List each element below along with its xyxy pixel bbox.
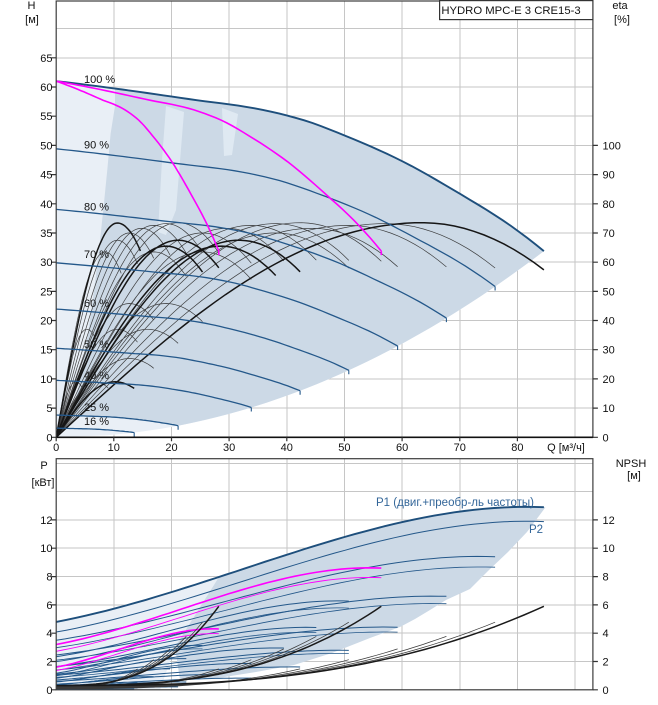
svg-text:2: 2 <box>603 657 609 669</box>
svg-text:50: 50 <box>338 442 350 454</box>
svg-text:80: 80 <box>511 442 523 454</box>
svg-text:[м]: [м] <box>25 14 39 26</box>
svg-text:10: 10 <box>40 374 52 386</box>
svg-text:12: 12 <box>40 515 52 527</box>
svg-text:60: 60 <box>396 442 408 454</box>
svg-text:90: 90 <box>603 170 615 182</box>
svg-text:[кВт]: [кВт] <box>32 477 55 489</box>
svg-text:40: 40 <box>281 442 293 454</box>
svg-text:30: 30 <box>603 345 615 357</box>
svg-text:[%]: [%] <box>614 14 630 26</box>
svg-text:20: 20 <box>603 374 615 386</box>
svg-text:0: 0 <box>46 432 52 444</box>
svg-text:H: H <box>28 0 36 12</box>
svg-text:8: 8 <box>46 572 52 584</box>
svg-text:10: 10 <box>40 543 52 555</box>
svg-text:[м]: [м] <box>627 470 641 482</box>
svg-text:6: 6 <box>46 600 52 612</box>
svg-text:30: 30 <box>40 257 52 269</box>
svg-text:40: 40 <box>603 316 615 328</box>
svg-text:4: 4 <box>603 628 609 640</box>
svg-text:NPSH: NPSH <box>616 458 647 470</box>
svg-text:100: 100 <box>603 140 621 152</box>
svg-text:50: 50 <box>603 286 615 298</box>
svg-text:70: 70 <box>603 228 615 240</box>
svg-text:12: 12 <box>603 515 615 527</box>
svg-text:Q [м³/ч]: Q [м³/ч] <box>547 442 585 454</box>
svg-text:80: 80 <box>603 199 615 211</box>
svg-text:20: 20 <box>40 316 52 328</box>
svg-text:5: 5 <box>46 403 52 415</box>
svg-text:8: 8 <box>603 572 609 584</box>
svg-text:60: 60 <box>40 82 52 94</box>
svg-text:80 %: 80 % <box>84 202 109 214</box>
svg-text:55: 55 <box>40 111 52 123</box>
svg-text:eta: eta <box>612 0 628 12</box>
svg-text:30: 30 <box>223 442 235 454</box>
svg-text:45: 45 <box>40 170 52 182</box>
svg-text:6: 6 <box>603 600 609 612</box>
svg-text:65: 65 <box>40 53 52 65</box>
svg-text:HYDRO MPC-E 3 CRE15-3: HYDRO MPC-E 3 CRE15-3 <box>441 5 580 17</box>
svg-text:0: 0 <box>46 685 52 697</box>
svg-text:60: 60 <box>603 257 615 269</box>
svg-text:10: 10 <box>603 543 615 555</box>
svg-text:0: 0 <box>603 685 609 697</box>
svg-text:50: 50 <box>40 140 52 152</box>
svg-text:25: 25 <box>40 286 52 298</box>
svg-text:20: 20 <box>165 442 177 454</box>
svg-text:10: 10 <box>108 442 120 454</box>
svg-text:40: 40 <box>40 199 52 211</box>
svg-text:16 %: 16 % <box>84 416 109 428</box>
svg-text:2: 2 <box>46 657 52 669</box>
svg-text:90 %: 90 % <box>84 140 109 152</box>
svg-text:0: 0 <box>53 442 59 454</box>
svg-text:P: P <box>40 460 47 472</box>
svg-text:70: 70 <box>454 442 466 454</box>
svg-text:100 %: 100 % <box>84 74 115 86</box>
svg-text:P2: P2 <box>529 524 543 536</box>
svg-text:35: 35 <box>40 228 52 240</box>
svg-text:0: 0 <box>603 432 609 444</box>
svg-text:10: 10 <box>603 403 615 415</box>
svg-text:15: 15 <box>40 345 52 357</box>
svg-text:P1 (двиг.+преобр-ль частоты): P1 (двиг.+преобр-ль частоты) <box>376 497 534 509</box>
svg-text:4: 4 <box>46 628 52 640</box>
